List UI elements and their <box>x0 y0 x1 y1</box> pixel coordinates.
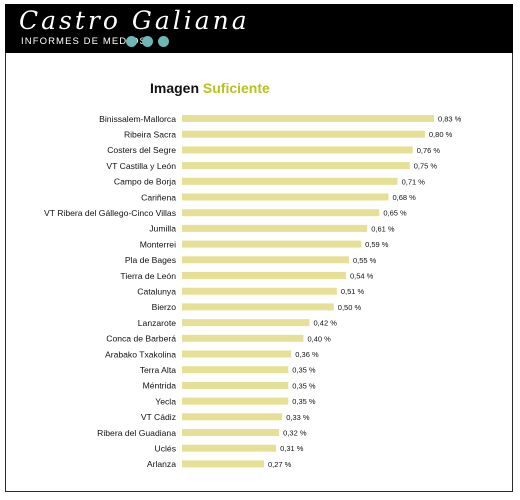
bar <box>182 334 304 342</box>
data-label: 0,65 % <box>383 209 407 218</box>
category-label: Lanzarote <box>138 318 176 328</box>
data-label: 0,83 % <box>438 115 462 124</box>
category-label: Catalunya <box>137 287 176 297</box>
bar <box>182 240 362 248</box>
data-label: 0,71 % <box>402 177 426 186</box>
bar <box>182 115 434 122</box>
data-label: 0,55 % <box>353 256 377 265</box>
brand-tagline: INFORMES DE MEDIOS <box>21 36 147 47</box>
data-label: 0,35 % <box>292 366 316 375</box>
brand-logo-text: Castro Galiana <box>19 6 250 35</box>
category-label: VT Castilla y León <box>106 161 176 171</box>
category-label: Méntrida <box>143 381 177 391</box>
data-label: 0,36 % <box>295 350 319 359</box>
bar <box>182 444 277 452</box>
category-label: Arlanza <box>147 459 176 469</box>
data-label: 0,68 % <box>392 193 416 202</box>
chart-title-accent: Suficiente <box>202 80 270 96</box>
data-label: 0,76 % <box>417 146 441 155</box>
logo-dot <box>158 36 169 47</box>
logo-dot <box>142 36 153 47</box>
data-label: 0,75 % <box>414 162 438 171</box>
data-label: 0,50 % <box>338 303 362 312</box>
header-banner: Castro Galiana INFORMES DE MEDIOS <box>5 4 513 53</box>
bar <box>182 366 289 374</box>
category-label: Ribera del Guadiana <box>97 428 176 438</box>
page-frame <box>5 4 513 492</box>
category-label: Cariñena <box>141 192 176 202</box>
bar <box>182 303 334 311</box>
data-label: 0,40 % <box>307 334 331 343</box>
bar <box>182 413 283 421</box>
category-label: Jumilla <box>149 224 176 234</box>
category-label: Bierzo <box>152 302 177 312</box>
data-label: 0,61 % <box>371 224 395 233</box>
bar <box>182 397 289 405</box>
category-label: Tierra de León <box>120 271 176 281</box>
bar <box>182 272 346 279</box>
bar <box>182 256 349 264</box>
category-label: Uclés <box>155 444 177 454</box>
category-label: Yecla <box>155 396 176 406</box>
bar <box>182 146 413 154</box>
data-label: 0,35 % <box>292 381 316 390</box>
data-label: 0,27 % <box>268 460 292 469</box>
bar <box>182 429 280 436</box>
category-label: VT Ribera del Gállego-Cinco Villas <box>44 208 176 218</box>
bar <box>182 287 337 295</box>
bar <box>182 381 289 389</box>
category-label: Arabako Txakolina <box>105 349 176 359</box>
data-label: 0,31 % <box>280 444 304 453</box>
category-label: Conca de Barberá <box>106 334 176 344</box>
category-label: Pla de Bages <box>125 255 176 265</box>
data-label: 0,35 % <box>292 397 316 406</box>
category-label: Campo de Borja <box>114 177 176 187</box>
category-label: Ribeira Sacra <box>124 130 176 140</box>
bar <box>182 319 310 327</box>
logo-dot <box>126 36 137 47</box>
data-label: 0,80 % <box>429 130 453 139</box>
bar <box>182 209 380 217</box>
data-label: 0,51 % <box>341 287 365 296</box>
category-label: Terra Alta <box>140 365 177 375</box>
category-label: Costers del Segre <box>107 145 176 155</box>
data-label: 0,54 % <box>350 272 374 281</box>
data-label: 0,59 % <box>365 240 389 249</box>
data-label: 0,33 % <box>286 413 310 422</box>
data-label: 0,32 % <box>283 429 307 438</box>
bar <box>182 224 368 232</box>
bar <box>182 460 264 468</box>
bar <box>182 162 410 170</box>
chart-title: Imagen Suficiente <box>150 80 270 96</box>
chart-title-main: Imagen <box>150 80 200 96</box>
bar <box>182 193 389 201</box>
bar <box>182 350 292 358</box>
data-label: 0,42 % <box>314 319 338 328</box>
bar <box>182 130 425 138</box>
category-label: Monterrei <box>140 239 176 249</box>
category-label: VT Cádiz <box>141 412 176 422</box>
bar <box>182 177 398 185</box>
category-label: Binissalem-Mallorca <box>99 114 176 124</box>
